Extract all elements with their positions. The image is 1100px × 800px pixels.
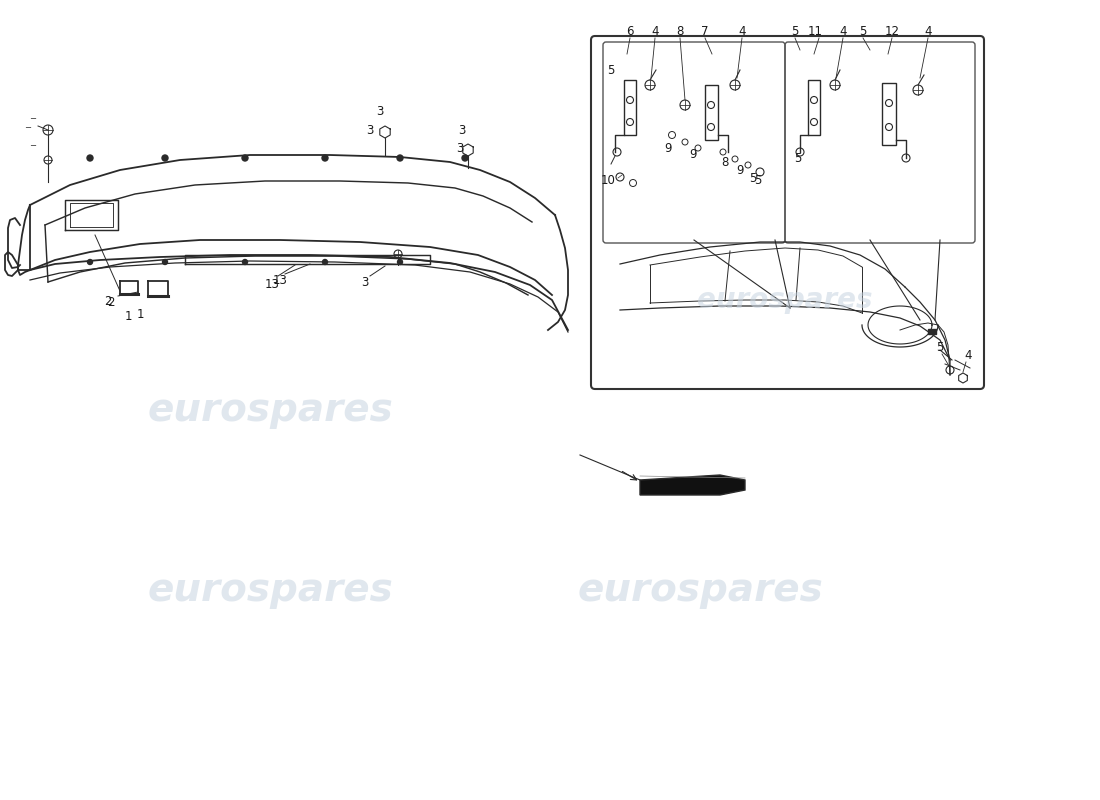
Text: 1: 1 xyxy=(136,308,144,321)
Circle shape xyxy=(242,259,248,265)
Circle shape xyxy=(88,259,92,265)
Text: eurospares: eurospares xyxy=(578,571,823,609)
Text: 2: 2 xyxy=(108,296,115,309)
Circle shape xyxy=(322,155,328,161)
Text: 13: 13 xyxy=(273,274,287,287)
Text: 11: 11 xyxy=(807,25,823,38)
Text: 5: 5 xyxy=(755,174,761,186)
Text: ─: ─ xyxy=(30,141,35,150)
Text: eurospares: eurospares xyxy=(147,391,393,429)
Text: 4: 4 xyxy=(839,25,847,38)
Text: eurospares: eurospares xyxy=(147,571,393,609)
Text: 5: 5 xyxy=(859,25,867,38)
Text: 3: 3 xyxy=(376,105,384,118)
Bar xyxy=(928,329,936,334)
Text: 9: 9 xyxy=(690,149,696,162)
Text: eurospares: eurospares xyxy=(697,286,872,314)
Text: 5: 5 xyxy=(607,63,615,77)
Text: 10: 10 xyxy=(601,174,615,186)
Circle shape xyxy=(163,259,167,265)
Polygon shape xyxy=(640,475,745,495)
Text: 5: 5 xyxy=(936,341,944,354)
Circle shape xyxy=(87,155,94,161)
Text: 5: 5 xyxy=(791,25,799,38)
Text: 4: 4 xyxy=(924,25,932,38)
Text: 5: 5 xyxy=(749,171,757,185)
Text: 3: 3 xyxy=(459,124,465,137)
Text: 12: 12 xyxy=(884,25,900,38)
Circle shape xyxy=(397,259,403,265)
Text: 8: 8 xyxy=(722,155,728,169)
Text: 8: 8 xyxy=(676,25,684,38)
Text: 4: 4 xyxy=(651,25,659,38)
Text: 5: 5 xyxy=(794,151,802,165)
Text: 7: 7 xyxy=(702,25,708,38)
Text: 4: 4 xyxy=(965,349,971,362)
Circle shape xyxy=(462,155,468,161)
Text: 1: 1 xyxy=(124,310,132,323)
Text: 6: 6 xyxy=(626,25,634,38)
Text: 13: 13 xyxy=(265,278,279,291)
Circle shape xyxy=(322,259,328,265)
Circle shape xyxy=(162,155,168,161)
Text: 9: 9 xyxy=(736,163,744,177)
Text: 2: 2 xyxy=(104,295,112,308)
Text: ─: ─ xyxy=(25,122,31,131)
Circle shape xyxy=(397,155,403,161)
Text: 9: 9 xyxy=(664,142,672,155)
Text: 4: 4 xyxy=(738,25,746,38)
Circle shape xyxy=(242,155,248,161)
Text: 3: 3 xyxy=(361,276,368,289)
Text: ─: ─ xyxy=(30,114,35,122)
Text: 3: 3 xyxy=(456,142,464,155)
Text: 3: 3 xyxy=(366,124,374,137)
